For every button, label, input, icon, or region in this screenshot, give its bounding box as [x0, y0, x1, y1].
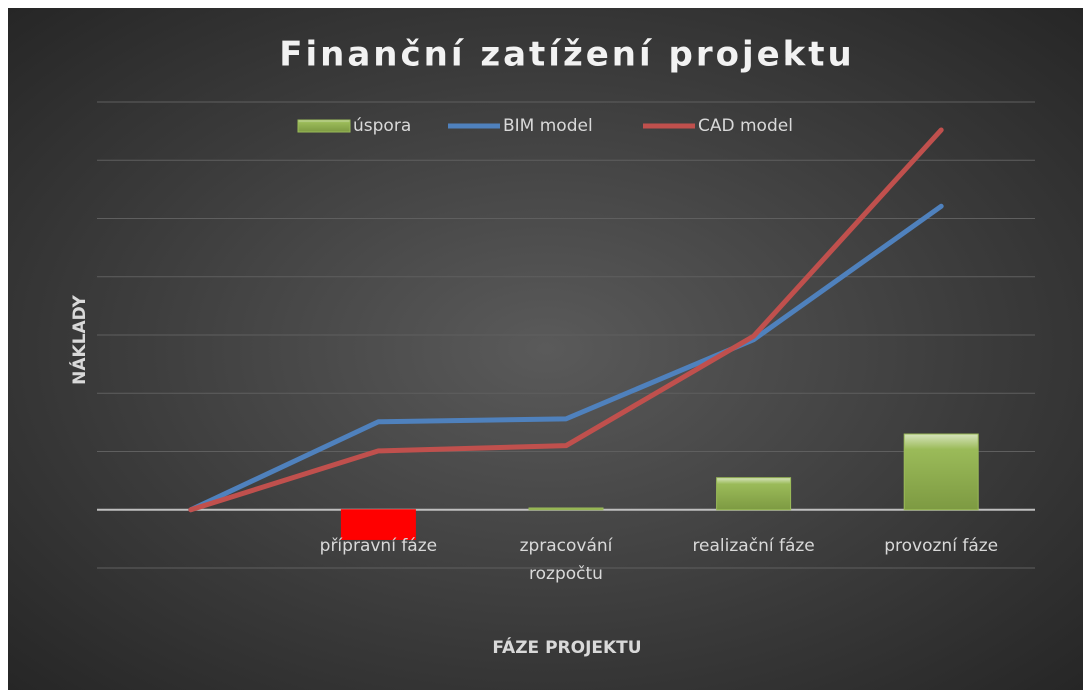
x-tick-label: přípravní fáze — [319, 535, 438, 556]
bar — [528, 507, 604, 511]
x-tick-label: realizační fáze — [692, 535, 815, 556]
bar — [340, 509, 416, 540]
bar — [903, 433, 979, 511]
legend-label: úspora — [353, 116, 411, 136]
legend-label: BIM model — [503, 116, 593, 136]
line — [188, 203, 944, 513]
x-tick-label: zpracování rozpočtu — [519, 535, 613, 584]
x-axis-label: FÁZE PROJEKTU — [492, 636, 641, 658]
x-tick-label: provozní fáze — [884, 535, 999, 556]
legend-swatch — [297, 119, 351, 133]
chart: Finanční zatížení projektu FÁZE PROJEKTU… — [68, 35, 1035, 658]
y-axis-label: NÁKLADY — [68, 294, 90, 384]
line — [188, 127, 944, 513]
chart-title: Finanční zatížení projektu — [279, 35, 855, 75]
chart-area: Finanční zatížení projektu FÁZE PROJEKTU… — [8, 8, 1083, 690]
legend-label: CAD model — [698, 116, 793, 136]
bar — [716, 477, 792, 511]
